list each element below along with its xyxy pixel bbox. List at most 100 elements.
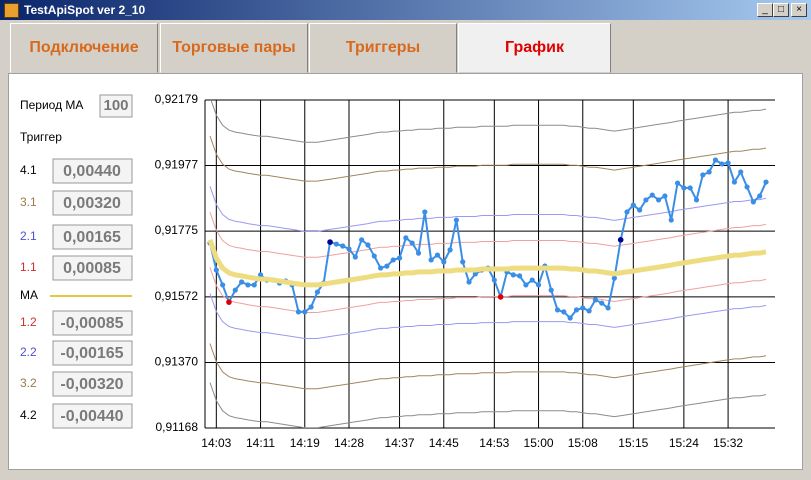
price-point [561, 309, 567, 315]
price-point [308, 304, 314, 310]
price-point [377, 265, 384, 271]
price-point [573, 307, 580, 313]
price-point [719, 161, 725, 167]
trigger-value: -0,00085 [60, 315, 123, 332]
price-point [295, 309, 302, 315]
price-point [409, 240, 415, 246]
ma-label: MA [20, 288, 38, 302]
tab[interactable]: Триггеры [309, 23, 457, 73]
trigger-name: 1.1 [20, 260, 37, 274]
price-point [365, 242, 371, 248]
y-tick-label: 0,92179 [155, 92, 199, 106]
trigger-value: 0,00085 [63, 260, 121, 277]
trigger-box [52, 371, 133, 397]
y-tick-label: 0,91168 [156, 420, 199, 434]
price-point [403, 235, 409, 241]
trigger-box [52, 403, 133, 429]
price-point [529, 277, 535, 283]
price-point [340, 243, 346, 249]
x-tick-label: 14:37 [385, 436, 415, 450]
period-value: 100 [103, 97, 128, 114]
price-point [649, 192, 655, 198]
price-point [630, 202, 636, 208]
x-tick-label: 15:00 [524, 436, 554, 450]
period-label: Период МА [20, 98, 83, 112]
price-point [314, 289, 321, 295]
price-point [460, 259, 466, 265]
tab[interactable]: График [458, 23, 611, 73]
trigger-box [52, 190, 133, 216]
price-point [643, 197, 649, 203]
price-point [668, 217, 674, 223]
price-point [434, 252, 441, 258]
price-point [466, 279, 472, 285]
price-point [415, 250, 422, 256]
trigger-band [209, 135, 767, 182]
trigger-band [209, 293, 767, 339]
price-point [700, 172, 706, 178]
trigger-value: -0,00440 [60, 408, 123, 425]
trigger-name: 3.1 [20, 195, 37, 209]
price-point [428, 257, 434, 263]
price-point [674, 180, 681, 186]
price-point [396, 255, 403, 261]
price-point [738, 169, 744, 175]
signal-point [327, 239, 333, 245]
price-point [251, 282, 257, 288]
x-tick-label: 14:53 [479, 436, 509, 450]
trigger-band [209, 212, 767, 258]
price-point [586, 308, 592, 314]
trigger-name: 2.1 [20, 229, 37, 243]
tab[interactable]: Торговые пары [160, 23, 308, 73]
x-tick-label: 15:15 [618, 436, 648, 450]
price-point [441, 259, 447, 265]
price-point [605, 305, 611, 311]
price-point [238, 279, 245, 285]
tab[interactable]: Подключение [10, 23, 158, 73]
minimize-button[interactable]: _ [757, 3, 773, 17]
trigger-band [209, 382, 767, 428]
price-point [523, 282, 529, 288]
price-point [554, 307, 561, 313]
price-point [693, 197, 700, 203]
price-point [580, 305, 586, 311]
y-tick-label: 0,91370 [155, 355, 199, 369]
price-point [491, 277, 497, 283]
price-point [447, 247, 453, 253]
price-point [763, 179, 769, 185]
price-point [731, 179, 738, 185]
trigger-box [52, 158, 133, 184]
price-point [245, 282, 251, 288]
trigger-name: 1.2 [20, 315, 37, 329]
trigger-label: Триггер [20, 130, 62, 144]
app-icon [4, 3, 19, 18]
window-title: TestApiSpot ver 2_10 [24, 3, 146, 17]
price-point [510, 272, 516, 278]
trigger-band [209, 343, 767, 390]
price-point [213, 267, 219, 273]
y-tick-label: 0,91572 [155, 289, 199, 303]
trigger-name: 3.2 [20, 376, 37, 390]
x-tick-label: 15:24 [669, 436, 699, 450]
signal-point [497, 294, 504, 300]
price-point [333, 241, 339, 247]
trigger-box [52, 255, 133, 281]
price-point [624, 209, 630, 215]
y-tick-label: 0,91775 [155, 223, 199, 237]
price-point [757, 193, 763, 199]
price-point [712, 157, 719, 163]
trigger-name: 4.1 [20, 163, 37, 177]
price-point [220, 282, 226, 288]
trigger-box [52, 224, 133, 250]
price-point [744, 184, 750, 190]
trigger-value: 0,00440 [63, 163, 121, 180]
maximize-button[interactable]: □ [773, 3, 789, 17]
price-point [725, 160, 731, 166]
period-box[interactable] [99, 94, 133, 118]
price-point [302, 309, 308, 315]
ma-line [207, 238, 767, 288]
close-button[interactable]: × [791, 3, 807, 17]
x-tick-label: 15:32 [713, 436, 743, 450]
